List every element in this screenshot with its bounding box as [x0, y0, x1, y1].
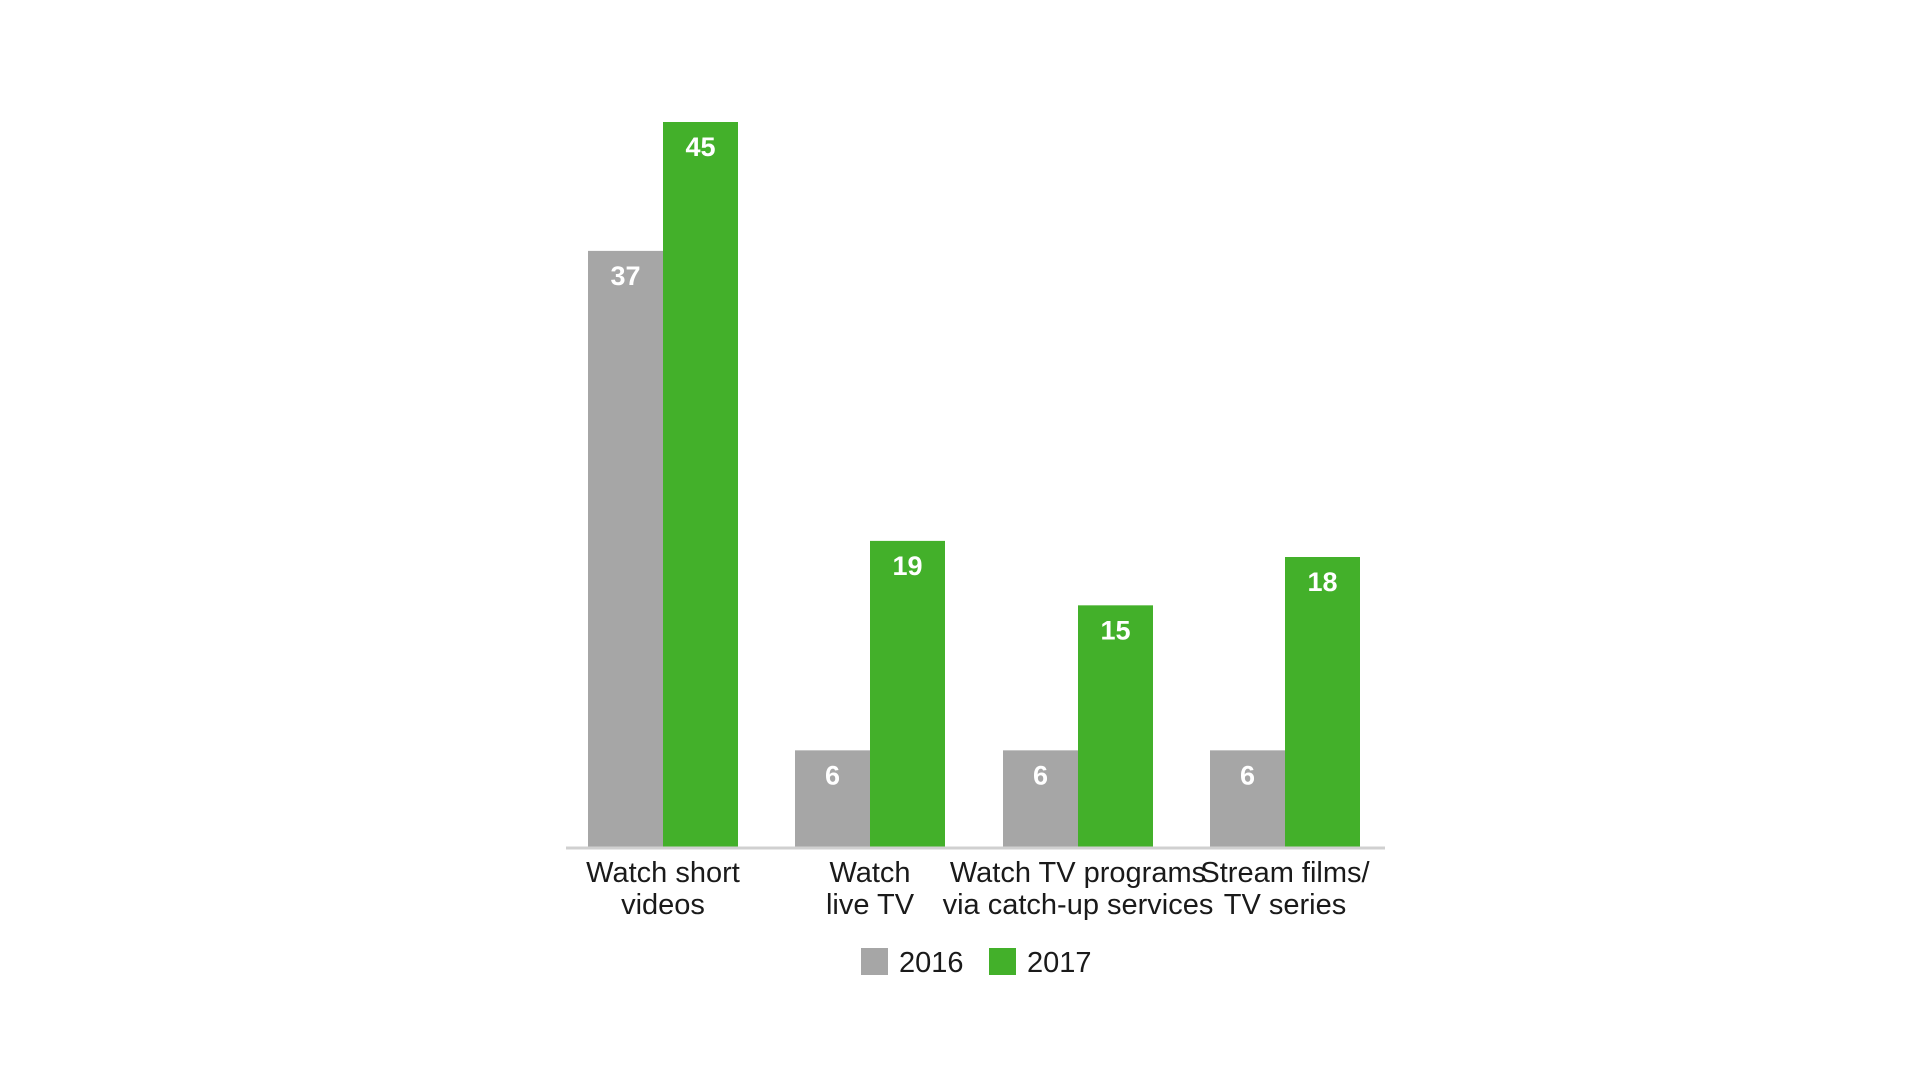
legend-label-2017: 2017: [1027, 947, 1092, 979]
value-label-2016-1: 37: [610, 261, 640, 291]
category-label-2: Watch live TV: [826, 857, 915, 921]
bar-2016-3: [1003, 750, 1078, 847]
category-label-4: Stream films/TV series: [1200, 857, 1370, 921]
legend-label-2016: 2016: [899, 947, 964, 979]
legend-swatch-2016: [861, 948, 888, 975]
legend-swatch-2017: [989, 948, 1016, 975]
value-label-2017-3: 15: [1100, 615, 1130, 645]
category-label-1: Watch short videos: [586, 857, 740, 921]
value-label-2016-3: 6: [1033, 760, 1048, 790]
category-label-3: Watch TV programs via catch-up services: [943, 857, 1214, 921]
value-label-2017-1: 45: [685, 132, 715, 162]
value-labels-layer: 37 6 6 6 45 19 15 18: [610, 132, 1337, 790]
bars-layer: [588, 122, 1360, 847]
bar-2016-1: [588, 250, 663, 847]
bar-2017-3: [1078, 605, 1153, 847]
legend: 2016 2017: [861, 947, 1092, 979]
bar-2016-4: [1210, 750, 1285, 847]
bar-2017-1: [663, 122, 738, 847]
bar-2017-4: [1285, 557, 1360, 847]
category-labels-layer: Watch short videos Watch live TV Watch TV pr…: [586, 857, 1370, 921]
value-label-2016-4: 6: [1240, 760, 1255, 790]
value-label-2017-4: 18: [1307, 567, 1337, 597]
value-label-2017-2: 19: [892, 551, 922, 581]
value-label-2016-2: 6: [825, 760, 840, 790]
bar-2017-2: [870, 540, 945, 847]
bar-2016-2: [795, 750, 870, 847]
